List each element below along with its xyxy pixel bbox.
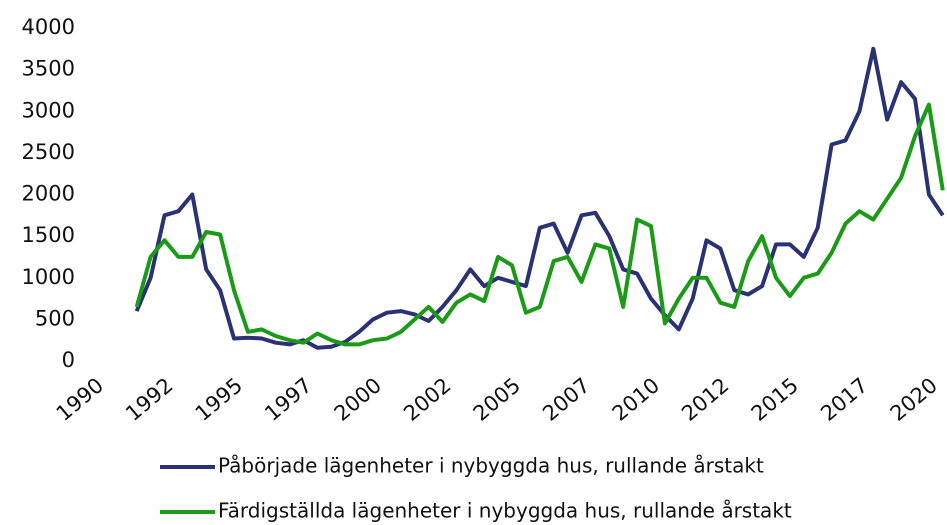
x-tick-label: 1992 [121,373,177,426]
y-tick-label: 1000 [22,265,75,289]
x-tick-label: 2010 [608,373,664,426]
x-tick-label: 2012 [677,373,733,426]
x-tick-label: 1997 [260,373,316,426]
x-tick-label: 1990 [52,373,108,426]
x-tick-label: 2017 [816,373,872,426]
series-line [134,46,945,350]
x-tick-label: 2015 [747,373,803,426]
y-tick-label: 1500 [22,223,75,247]
y-tick-label: 4000 [22,15,75,39]
x-tick-label: 2020 [886,373,942,426]
y-tick-label: 0 [62,348,75,372]
x-tick-label: 1995 [191,373,247,426]
y-tick-label: 500 [35,306,75,330]
x-tick-label: 2002 [399,373,455,426]
x-tick-label: 2000 [330,373,386,426]
y-tick-label: 3500 [22,57,75,81]
legend-label: Påbörjade lägenheter i nybyggda hus, rul… [218,454,764,478]
y-tick-label: 2500 [22,140,75,164]
y-tick-label: 3000 [22,98,75,122]
x-tick-label: 2007 [538,373,594,426]
series-line [134,102,945,347]
legend-label: Färdigställda lägenheter i nybyggda hus,… [218,499,792,523]
y-tick-label: 2000 [22,182,75,206]
x-tick-label: 2005 [469,373,525,426]
